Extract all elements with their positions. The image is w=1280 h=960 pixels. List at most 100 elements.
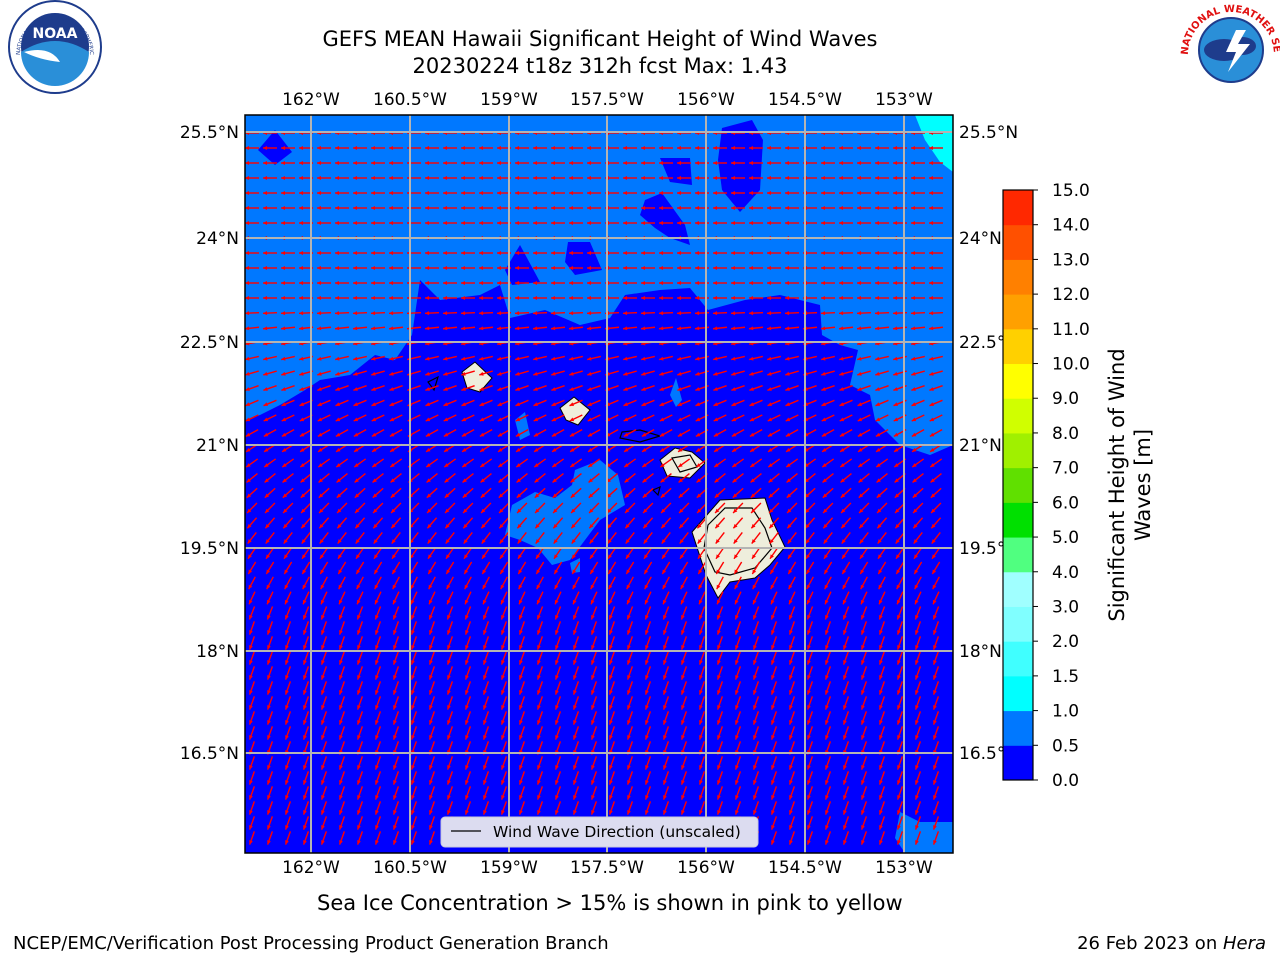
wave-direction-arrow	[662, 621, 670, 635]
wave-direction-arrow	[338, 636, 346, 650]
colorbar-segment	[1003, 328, 1033, 365]
wave-direction-arrow	[536, 681, 544, 695]
wave-direction-arrow	[860, 801, 868, 815]
wave-direction-arrow	[785, 221, 799, 225]
wave-direction-arrow	[371, 161, 385, 165]
wave-direction-arrow	[820, 326, 836, 331]
wave-direction-arrow	[821, 146, 835, 150]
wave-direction-arrow	[698, 666, 706, 680]
wave-direction-arrow	[391, 532, 401, 544]
wave-direction-arrow	[840, 487, 852, 499]
wave-direction-arrow	[479, 385, 493, 391]
wave-direction-arrow	[677, 385, 691, 391]
wave-direction-arrow	[770, 756, 778, 770]
colorbar-tick-label: 8.0	[1052, 424, 1079, 444]
wave-direction-arrow	[569, 266, 583, 270]
wave-direction-arrow	[551, 428, 565, 438]
wave-direction-arrow	[698, 606, 706, 620]
wave-direction-arrow	[713, 414, 727, 422]
wave-direction-arrow	[371, 399, 385, 407]
wave-direction-arrow	[677, 161, 691, 165]
wave-direction-arrow	[677, 414, 691, 422]
wave-direction-arrow	[551, 266, 565, 270]
wave-direction-arrow	[715, 532, 725, 544]
lat-label-left: 21°N	[196, 436, 239, 456]
wave-direction-arrow	[644, 636, 652, 650]
wave-direction-arrow	[698, 726, 706, 740]
wave-direction-arrow	[282, 502, 294, 514]
wave-direction-arrow	[734, 651, 742, 665]
wave-direction-arrow	[248, 666, 256, 680]
wave-direction-arrow	[787, 561, 797, 575]
lon-label-bottom: 154.5°W	[768, 858, 842, 878]
wave-direction-arrow	[623, 251, 637, 255]
wave-direction-arrow	[428, 651, 436, 665]
wave-direction-arrow	[712, 311, 728, 316]
wave-direction-arrow	[572, 801, 580, 815]
lon-label-top: 156°W	[677, 90, 735, 110]
wave-direction-arrow	[248, 711, 256, 725]
wave-direction-arrow	[929, 370, 943, 376]
wave-direction-arrow	[626, 591, 634, 605]
wave-direction-arrow	[280, 326, 296, 331]
wave-direction-arrow	[677, 355, 691, 361]
wave-direction-arrow	[353, 355, 367, 361]
wave-direction-arrow	[677, 191, 691, 195]
wave-direction-arrow	[410, 756, 418, 770]
wave-direction-arrow	[752, 711, 760, 725]
wave-direction-arrow	[352, 326, 368, 331]
wave-direction-arrow	[806, 681, 814, 695]
wave-direction-arrow	[389, 296, 403, 300]
colorbar-tick-label: 7.0	[1052, 459, 1079, 479]
wave-direction-arrow	[932, 696, 940, 710]
wave-direction-arrow	[896, 786, 904, 800]
colorbar-segment	[1003, 710, 1033, 746]
wave-direction-arrow	[443, 221, 457, 225]
wave-direction-arrow	[608, 756, 616, 770]
colorbar-segment	[1003, 294, 1033, 330]
wave-direction-arrow	[354, 517, 366, 529]
wave-direction-arrow	[839, 176, 853, 180]
wave-direction-arrow	[914, 726, 922, 740]
wave-direction-arrow	[766, 311, 782, 316]
wave-direction-arrow	[860, 651, 868, 665]
wave-direction-arrow	[896, 621, 904, 635]
wave-direction-arrow	[464, 726, 472, 740]
wave-direction-arrow	[860, 606, 868, 620]
wave-direction-arrow	[482, 756, 490, 770]
wave-direction-arrow	[896, 771, 904, 785]
wave-direction-arrow	[337, 546, 347, 560]
wave-direction-arrow	[680, 576, 688, 590]
wave-direction-arrow	[318, 487, 330, 499]
wave-direction-arrow	[641, 176, 655, 180]
wave-direction-arrow	[858, 487, 870, 499]
wave-direction-arrow	[245, 191, 259, 195]
wave-direction-arrow	[302, 711, 310, 725]
wave-direction-arrow	[857, 206, 871, 210]
lon-label-bottom: 159°W	[480, 858, 538, 878]
lat-label-left: 19.5°N	[180, 539, 239, 559]
wave-direction-arrow	[806, 591, 814, 605]
colorbar-segment	[1003, 259, 1033, 295]
wave-direction-arrow	[428, 696, 436, 710]
wave-direction-arrow	[569, 281, 583, 285]
wave-direction-arrow	[911, 296, 925, 300]
wave-direction-arrow	[662, 651, 670, 665]
wave-direction-arrow	[284, 756, 292, 770]
wave-direction-arrow	[245, 266, 259, 270]
wave-direction-arrow	[824, 786, 832, 800]
wave-direction-arrow	[821, 251, 835, 255]
wave-direction-arrow	[786, 502, 798, 514]
wave-direction-arrow	[662, 711, 670, 725]
wave-direction-arrow	[464, 801, 472, 815]
wave-direction-arrow	[608, 621, 616, 635]
wave-direction-arrow	[824, 621, 832, 635]
wave-direction-arrow	[640, 311, 656, 316]
lat-label-left: 22.5°N	[180, 333, 239, 353]
wave-direction-arrow	[552, 502, 564, 514]
wave-direction-arrow	[464, 591, 472, 605]
wave-direction-arrow	[623, 370, 637, 376]
wave-direction-arrow	[860, 816, 868, 830]
wave-direction-arrow	[572, 786, 580, 800]
wave-direction-arrow	[410, 651, 418, 665]
